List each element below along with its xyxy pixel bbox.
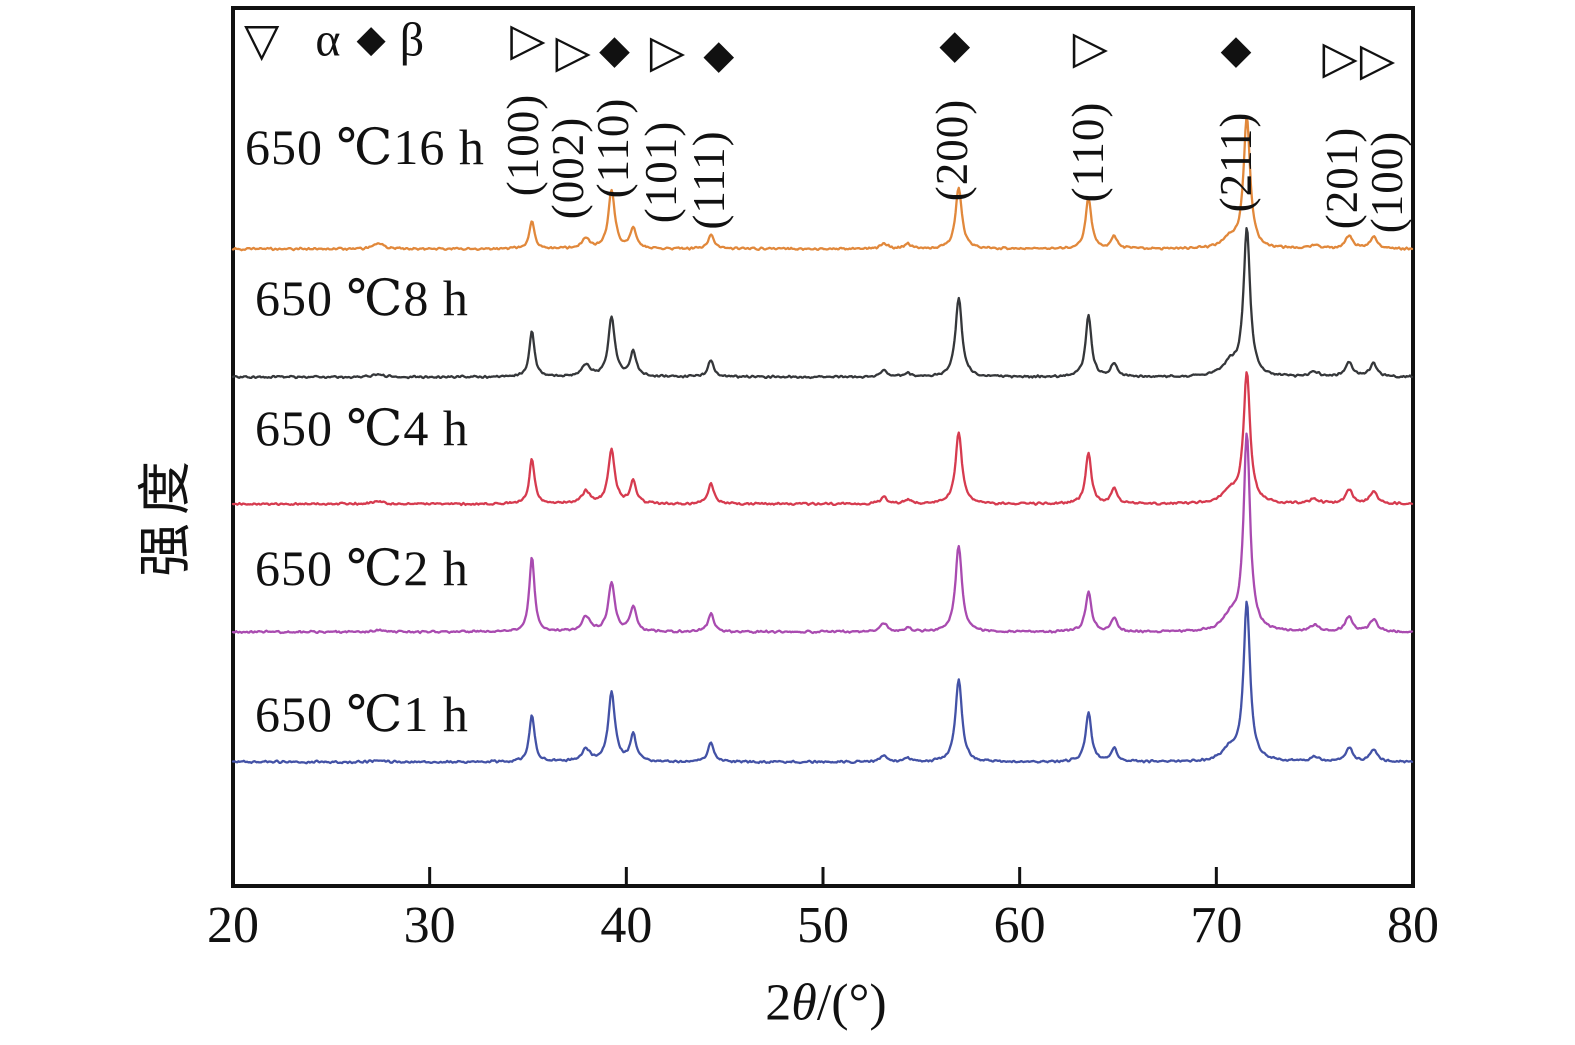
x-axis-title-theta: θ [791,974,817,1032]
x-tick-label-80: 80 [1387,897,1439,954]
hkl-label-110: (110) [1062,101,1113,203]
x-axis-title-unit: /(°) [816,974,887,1032]
xrd-curve-5 [231,600,1414,765]
x-tick-label-30: 30 [403,897,456,954]
x-axis-title-num: 2 [765,974,792,1032]
beta-phase-icon: ◆ [356,18,386,61]
x-tick-label-60: 60 [993,897,1046,954]
x-tick-label-40: 40 [600,897,653,954]
alpha-marker-icon: ▷ [555,26,591,77]
series-label-2: 650 ℃8 h [255,270,469,326]
hkl-label-211: (211) [1211,111,1261,213]
series-label-4: 650 ℃2 h [255,540,469,596]
alpha-marker-icon: ▷ [649,26,686,77]
x-tick-label-70: 70 [1190,897,1243,954]
hkl-label-101: (101) [635,120,686,224]
beta-marker-icon: ◆ [703,32,735,77]
x-axis-title: 2θ/(°) [765,974,886,1033]
beta-phase-label: β [399,13,425,67]
xrd-curve-3 [231,371,1414,507]
alpha-marker-icon: ▷ [1359,34,1396,85]
beta-marker-icon: ◆ [599,27,630,72]
alpha-marker-icon: ▷ [1322,32,1358,83]
xrd-curve-4 [231,432,1414,635]
alpha-phase-icon: ▽ [244,14,280,66]
hkl-label-100: (100) [1362,130,1413,234]
legend: ▽ α ◆ β [244,13,424,68]
x-tick-label-50: 50 [797,897,849,954]
beta-marker-icon: ◆ [1220,27,1252,72]
series-label-5: 650 ℃1 h [255,686,469,742]
hkl-label-200: (200) [926,98,977,202]
alpha-marker-icon: ▷ [510,14,546,65]
hkl-label-111: (111) [683,130,734,230]
alpha-marker-icon: ▷ [1072,22,1109,73]
series-label-3: 650 ℃4 h [255,400,469,456]
xrd-curve-1 [231,115,1414,252]
hkl-label-110: (110) [587,97,638,199]
x-tick-label-20: 20 [207,897,259,954]
xrd-curve-2 [231,227,1414,380]
y-axis-title: 强度 [135,453,196,577]
beta-marker-icon: ◆ [939,22,971,67]
alpha-phase-label: α [315,13,341,67]
plot-frame [231,6,1415,888]
series-label-1: 650 ℃16 h [245,119,485,175]
